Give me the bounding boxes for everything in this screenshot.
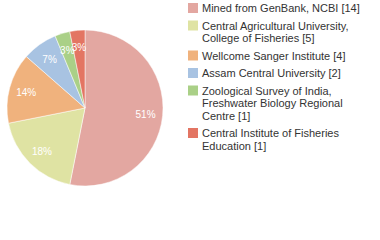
chart-container: 51%18%14%7%3%3%Mined from GenBank, NCBI … <box>0 0 380 240</box>
legend-swatch <box>188 68 198 78</box>
legend-swatch <box>188 86 198 96</box>
legend-label: Mined from GenBank, NCBI [14] <box>202 2 360 14</box>
legend-line: Central Institute of Fisheries <box>202 127 339 139</box>
chart-svg: 51%18%14%7%3%3%Mined from GenBank, NCBI … <box>0 0 380 240</box>
legend-label: Central Institute of FisheriesEducation … <box>202 127 339 152</box>
data-labels: 51%18%14%7%3%3% <box>16 42 155 157</box>
legend-line: Wellcome Sanger Institute [4] <box>202 50 345 62</box>
data-label: 18% <box>32 146 52 157</box>
data-label: 51% <box>136 109 156 120</box>
legend-line: College of Fisheries [5] <box>202 32 315 44</box>
legend-label: Assam Central University [2] <box>202 67 341 79</box>
legend-line: Central Agricultural University, <box>202 20 349 32</box>
slices <box>7 30 163 186</box>
data-label: 14% <box>16 87 36 98</box>
legend: Mined from GenBank, NCBI [14] Central Agr… <box>188 2 360 152</box>
legend-swatch <box>188 128 198 138</box>
data-label: 7% <box>42 54 57 65</box>
legend-line: Centre [1] <box>202 110 250 122</box>
legend-line: Freshwater Biology Regional <box>202 97 343 109</box>
legend-swatch <box>188 3 198 13</box>
legend-label: Wellcome Sanger Institute [4] <box>202 50 345 62</box>
legend-label: Central Agricultural University,College … <box>202 20 349 45</box>
legend-line: Mined from GenBank, NCBI [14] <box>202 2 360 14</box>
data-label: 3% <box>72 42 87 53</box>
legend-line: Assam Central University [2] <box>202 67 341 79</box>
legend-line: Zoological Survey of India, <box>202 85 332 97</box>
legend-swatch <box>188 21 198 31</box>
legend-line: Education [1] <box>202 140 266 152</box>
legend-swatch <box>188 51 198 61</box>
legend-label: Zoological Survey of India,Freshwater Bi… <box>202 85 343 122</box>
